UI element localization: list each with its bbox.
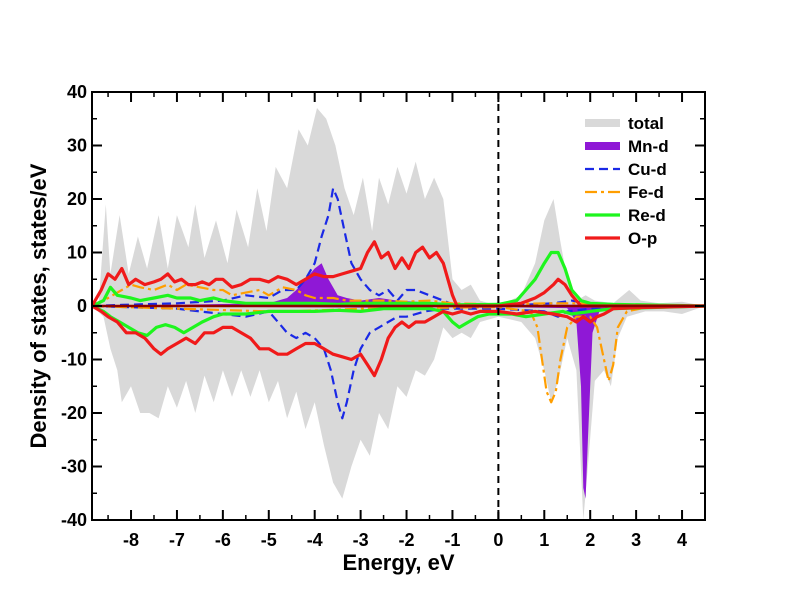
y-tick-label: -10 bbox=[61, 350, 87, 370]
axes-layer: -8 -7 -6 -5 -4 -3 -2 -1 0 1 2 3 4-40-30-20-100102030… bbox=[26, 82, 706, 575]
x-tick-label: 0 bbox=[493, 530, 503, 550]
y-tick-label: -30 bbox=[61, 457, 87, 477]
legend: total Mn-d Cu-d Fe-d Re-d O-p bbox=[585, 114, 669, 248]
y-tick-label: 40 bbox=[67, 82, 87, 102]
x-tick-label: 1 bbox=[539, 530, 549, 550]
x-tick-label: -3 bbox=[353, 530, 369, 550]
series-layer bbox=[92, 108, 705, 520]
legend-label-mn-d: Mn-d bbox=[628, 137, 669, 156]
y-axis-title: Density of states, states/eV bbox=[26, 163, 51, 448]
series-total-up bbox=[92, 108, 705, 306]
series-cu-d-down bbox=[92, 304, 705, 420]
y-tick-label: -40 bbox=[61, 510, 87, 530]
series-fe-d-up bbox=[92, 283, 705, 308]
series-re-d-down bbox=[92, 304, 705, 337]
x-tick-label: -2 bbox=[399, 530, 415, 550]
x-axis-title: Energy, eV bbox=[342, 550, 454, 575]
x-tick-label: 3 bbox=[631, 530, 641, 550]
y-tick-label: 20 bbox=[67, 189, 87, 209]
y-tick-label: 10 bbox=[67, 243, 87, 263]
x-tick-label: -1 bbox=[444, 530, 460, 550]
x-tick-label: -8 bbox=[123, 530, 139, 550]
x-tick-label: -7 bbox=[169, 530, 185, 550]
legend-label-cu-d: Cu-d bbox=[628, 160, 667, 179]
y-tick-label: -20 bbox=[61, 403, 87, 423]
series-mn-d-down bbox=[92, 306, 705, 499]
x-tick-label: -6 bbox=[215, 530, 231, 550]
series-total-down bbox=[92, 306, 705, 520]
y-tick-label: 0 bbox=[77, 296, 87, 316]
legend-label-o-p: O-p bbox=[628, 229, 657, 248]
x-tick-label: 2 bbox=[585, 530, 595, 550]
x-tick-label: 4 bbox=[677, 530, 687, 550]
legend-label-re-d: Re-d bbox=[628, 206, 666, 225]
legend-label-fe-d: Fe-d bbox=[628, 183, 664, 202]
y-tick-label: 30 bbox=[67, 136, 87, 156]
series-fe-d-down bbox=[92, 304, 705, 404]
x-tick-label: -5 bbox=[261, 530, 277, 550]
series-o-p-down bbox=[92, 304, 705, 378]
x-tick-label: -4 bbox=[307, 530, 323, 550]
series-re-d-up bbox=[92, 250, 705, 308]
legend-label-total: total bbox=[628, 114, 664, 133]
